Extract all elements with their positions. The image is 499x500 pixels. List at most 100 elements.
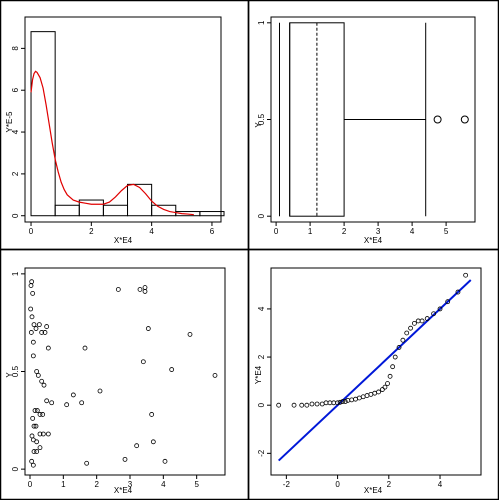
scatter-xtick-label: 0	[28, 480, 33, 489]
hist-bar	[102, 204, 129, 217]
qq-point	[390, 364, 396, 370]
scatter-point	[64, 402, 70, 408]
scatter-point	[142, 285, 148, 290]
scatter-point	[30, 290, 36, 296]
qq-reference-line	[277, 279, 472, 462]
scatter-point	[44, 398, 50, 404]
scatter-xtick-label: 1	[61, 480, 66, 489]
scatter-point	[31, 423, 37, 429]
qq-point	[412, 320, 417, 326]
hist-ylabel: Y*E-5	[5, 111, 14, 132]
scatter-point	[34, 369, 40, 374]
box-ytick-label: 0.5	[257, 113, 266, 125]
scatter-point	[97, 388, 103, 394]
scatter-point	[28, 283, 34, 288]
qq-point	[419, 318, 425, 324]
box-xtick-label: 5	[444, 227, 449, 236]
qq-point	[415, 318, 421, 324]
scatter-point	[40, 431, 46, 437]
scatter-xlabel: X*E4	[114, 486, 133, 495]
box-outlier	[433, 115, 442, 124]
scatter-point	[29, 433, 35, 439]
scatter-point	[41, 382, 47, 388]
scatter-point	[40, 412, 46, 417]
scatter-point	[36, 322, 42, 328]
scatter-point	[39, 378, 45, 384]
hist-ytick-label: 4	[11, 129, 20, 134]
qq-point	[437, 306, 443, 312]
scatter-ytick-label: 0	[11, 466, 20, 471]
qq-point	[291, 402, 297, 408]
scatter-point	[212, 373, 218, 378]
frame-bottom-left	[0, 248, 250, 500]
box-xtick-label: 1	[308, 227, 313, 236]
hist-bar	[54, 204, 80, 217]
box-ytick-label: 0	[257, 213, 266, 218]
qq-point	[445, 299, 451, 305]
qq-point	[309, 401, 315, 407]
scatter-panel: 0 1 2 3 4 5 0 0.5 1	[11, 267, 226, 489]
box-xtick-label: 3	[376, 227, 381, 236]
hist-ytick-label: 2	[11, 171, 20, 176]
scatter-point	[30, 339, 36, 345]
box-xtick-label: 4	[410, 227, 415, 236]
qq-point	[304, 402, 310, 408]
qq-point	[372, 390, 378, 396]
box-xlabel: X*E4	[364, 236, 383, 245]
hist-xtick-label: 4	[149, 227, 154, 236]
qq-point	[385, 381, 390, 386]
qq-point	[408, 325, 413, 331]
scatter-point	[42, 330, 48, 335]
scatter-point	[134, 443, 140, 449]
scatter-point	[30, 353, 36, 359]
qq-point	[463, 272, 469, 278]
qq-xlabel: X*E4	[364, 486, 383, 495]
scatter-xtick-label: 2	[94, 480, 99, 489]
scatter-point	[70, 392, 76, 398]
hist-bar	[199, 211, 225, 217]
scatter-point	[39, 330, 45, 335]
scatter-point	[30, 462, 36, 468]
scatter-point	[35, 373, 41, 378]
qq-ytick-label: 0	[257, 402, 266, 407]
scatter-point	[115, 287, 121, 292]
boxplot-panel: 0 1 2 3 4 5 0 0.5 1	[257, 16, 476, 236]
qq-point	[331, 400, 337, 406]
qq-point	[387, 373, 393, 379]
hist-xlabel: X*E4	[114, 236, 133, 245]
qq-point	[327, 400, 333, 406]
scatter-point	[84, 460, 90, 466]
qq-plot-box	[270, 267, 482, 476]
scatter-point	[45, 431, 51, 437]
scatter-point	[187, 331, 193, 337]
scatter-xtick-label: 4	[161, 480, 166, 489]
scatter-point	[28, 330, 34, 335]
scatter-point	[30, 415, 36, 421]
scatter-point	[31, 449, 37, 454]
scatter-point	[31, 322, 37, 328]
qq-point	[392, 354, 398, 360]
scatter-point	[137, 287, 143, 292]
scatter-xtick-label: 5	[194, 480, 199, 489]
qq-xtick-label: 2	[387, 480, 392, 489]
qq-point	[299, 402, 305, 408]
qq-xtick-label: 0	[335, 480, 340, 489]
density-curve	[30, 70, 194, 216]
qq-point	[276, 402, 282, 408]
qq-point	[342, 399, 348, 404]
qq-point	[376, 389, 381, 395]
hist-xtick-label: 6	[210, 227, 215, 236]
hist-bar	[30, 31, 56, 217]
scatter-point	[44, 324, 50, 329]
scatter-ytick-label: 0.5	[11, 365, 20, 377]
qq-point	[400, 337, 406, 343]
scatter-ytick-label: 1	[11, 271, 20, 276]
scatter-point	[79, 400, 85, 406]
frame-top-left	[0, 0, 250, 251]
scatter-point	[122, 456, 128, 462]
scatter-point	[150, 439, 156, 445]
qq-point	[314, 401, 320, 407]
scatter-point	[29, 458, 35, 464]
scatter-point	[28, 306, 34, 312]
qq-point	[340, 399, 346, 404]
